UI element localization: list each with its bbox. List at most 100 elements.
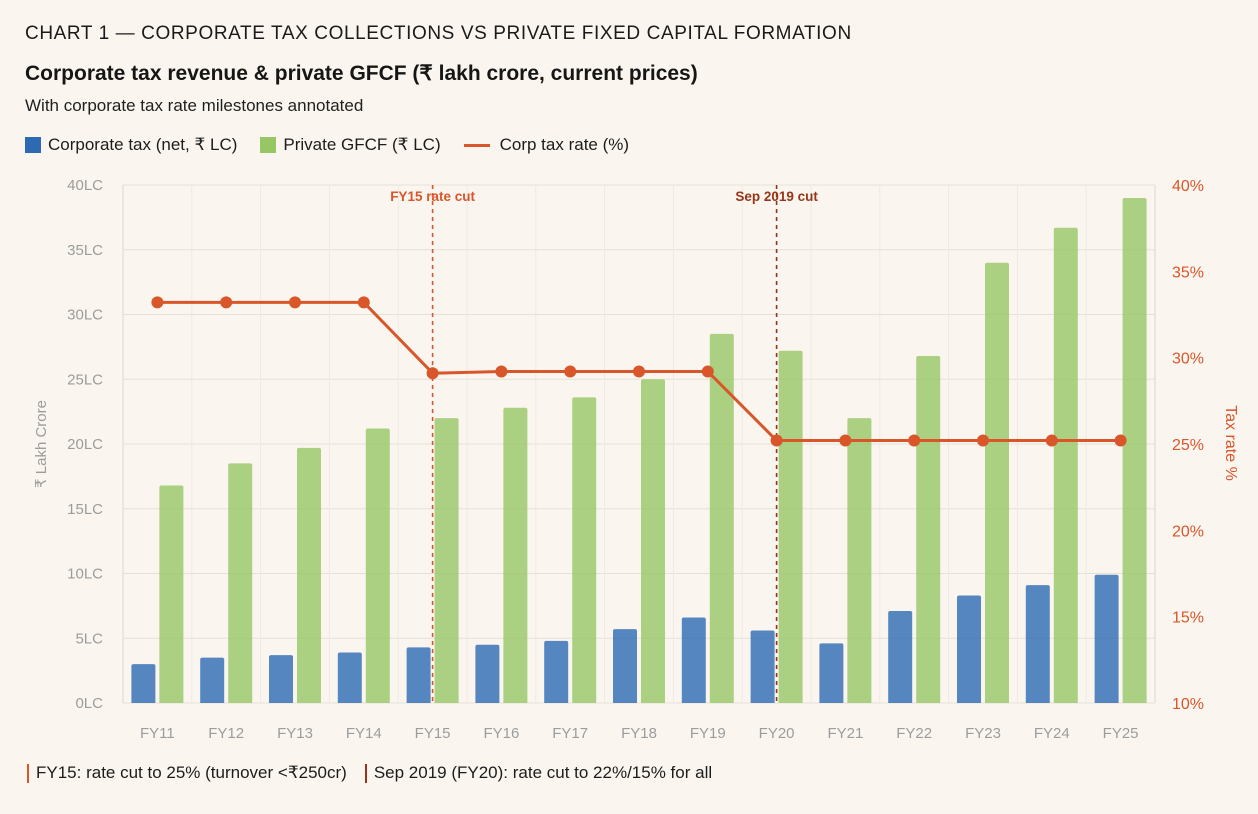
bar-corporate-tax: [957, 595, 981, 703]
bar-corporate-tax: [337, 652, 362, 703]
bar-private-gfcf: [985, 262, 1009, 703]
bar-private-gfcf: [159, 485, 184, 703]
legend-item-corporate-tax[interactable]: Corporate tax (net, ₹ LC): [25, 135, 237, 155]
legend-label: Private GFCF (₹ LC): [283, 135, 441, 154]
x-tick-label: FY25: [1103, 725, 1139, 742]
bar-corporate-tax: [681, 617, 706, 703]
legend-swatch-square-icon: [25, 137, 41, 153]
bar-private-gfcf: [847, 418, 872, 703]
tax-rate-point: [495, 365, 508, 378]
bar-private-gfcf: [297, 447, 321, 703]
y2-tick-label: 25%: [1172, 437, 1204, 454]
x-tick-label: FY17: [552, 725, 588, 742]
footnote-sep-2019: Sep 2019 (FY20): rate cut to 22%/15% for…: [363, 763, 712, 783]
x-tick-label: FY21: [827, 725, 863, 742]
tax-rate-point: [1114, 434, 1127, 447]
bar-corporate-tax: [131, 664, 156, 703]
bar-private-gfcf: [365, 428, 390, 703]
annotation-label: FY15 rate cut: [390, 189, 475, 204]
x-tick-label: FY22: [896, 725, 932, 742]
bar-corporate-tax: [1025, 585, 1050, 703]
y2-tick-label: 10%: [1172, 696, 1204, 713]
legend-swatch-square-icon: [260, 137, 277, 153]
tax-rate-point: [357, 296, 370, 309]
x-tick-label: FY13: [277, 725, 313, 742]
bar-private-gfcf: [916, 355, 941, 703]
legend-label: Corp tax rate (%): [499, 135, 630, 154]
bar-private-gfcf: [641, 379, 665, 703]
bar-corporate-tax: [750, 630, 775, 703]
tax-rate-point: [770, 434, 783, 447]
x-tick-label: FY19: [690, 725, 726, 742]
tax-rate-point: [220, 296, 233, 309]
y-tick-label: 40LC: [67, 177, 103, 194]
y2-tick-label: 40%: [1172, 178, 1204, 195]
bar-corporate-tax: [1094, 574, 1119, 703]
legend-label: Corporate tax (net, ₹ LC): [48, 135, 238, 154]
bar-private-gfcf: [228, 463, 253, 703]
legend-swatch-line-icon: [463, 143, 490, 147]
y2-tick-label: 15%: [1172, 610, 1204, 627]
x-tick-label: FY16: [483, 725, 519, 742]
tax-rate-point: [426, 367, 439, 380]
note-marker: [364, 763, 367, 783]
y-tick-label: 30LC: [67, 307, 103, 324]
bar-corporate-tax: [475, 644, 500, 703]
x-tick-label: FY11: [140, 725, 175, 742]
tax-rate-point: [977, 434, 989, 447]
y2-tick-label: 30%: [1172, 351, 1204, 368]
legend: Corporate tax (net, ₹ LC) Private GFCF (…: [25, 134, 652, 156]
tax-rate-point: [633, 365, 645, 378]
legend-item-corp-tax-rate[interactable]: Corp tax rate (%): [463, 135, 630, 155]
tax-rate-point: [151, 296, 164, 309]
bar-private-gfcf: [1122, 197, 1147, 703]
x-tick-label: FY24: [1034, 725, 1070, 742]
bar-corporate-tax: [819, 643, 844, 703]
tax-rate-point: [908, 434, 921, 447]
y-tick-label: 20LC: [67, 436, 103, 453]
bar-private-gfcf: [778, 350, 803, 703]
x-tick-label: FY20: [759, 725, 795, 742]
bar-private-gfcf: [503, 407, 528, 703]
y-tick-label: 35LC: [67, 242, 103, 259]
tax-rate-point: [701, 365, 714, 378]
annotation-label: Sep 2019 cut: [735, 189, 818, 204]
y-tick-label: 10LC: [67, 566, 103, 583]
footnote-text: FY15: rate cut to 25% (turnover <₹250cr): [36, 763, 347, 782]
y2-tick-label: 20%: [1172, 523, 1204, 540]
y-tick-label: 15LC: [67, 501, 103, 518]
footnotes: FY15: rate cut to 25% (turnover <₹250cr)…: [25, 762, 728, 784]
bar-private-gfcf: [434, 418, 459, 703]
y-tick-label: 0LC: [75, 695, 103, 712]
x-tick-label: FY15: [415, 725, 451, 742]
footnote-fy15: FY15: rate cut to 25% (turnover <₹250cr): [25, 763, 347, 783]
tax-rate-point: [1045, 434, 1058, 447]
y-tick-label: 5LC: [75, 630, 103, 647]
bar-corporate-tax: [269, 655, 293, 703]
x-tick-label: FY12: [208, 725, 244, 742]
y2-axis-title: Tax rate %: [1222, 405, 1239, 481]
chart-eyebrow: CHART 1 — CORPORATE TAX COLLECTIONS VS P…: [25, 23, 852, 44]
x-tick-label: FY23: [965, 725, 1001, 742]
x-tick-label: FY18: [621, 725, 657, 742]
tax-rate-point: [839, 434, 852, 447]
y-tick-label: 25LC: [67, 371, 103, 388]
bar-private-gfcf: [1053, 227, 1078, 704]
bar-corporate-tax: [406, 647, 431, 703]
bar-corporate-tax: [544, 640, 569, 703]
x-tick-label: FY14: [346, 725, 382, 742]
tax-rate-point: [564, 365, 577, 378]
legend-item-private-gfcf[interactable]: Private GFCF (₹ LC): [260, 135, 441, 155]
y2-tick-label: 35%: [1172, 264, 1204, 281]
chart-title: Corporate tax revenue & private GFCF (₹ …: [25, 62, 698, 85]
footnote-text: Sep 2019 (FY20): rate cut to 22%/15% for…: [373, 763, 713, 782]
bar-corporate-tax: [200, 657, 225, 703]
bar-corporate-tax: [613, 629, 637, 703]
bar-private-gfcf: [709, 333, 734, 703]
bar-private-gfcf: [572, 397, 597, 703]
chart-subtitle: With corporate tax rate milestones annot…: [25, 96, 364, 115]
note-marker: [27, 763, 29, 783]
bar-corporate-tax: [888, 611, 913, 703]
y-axis-title: ₹ Lakh Crore: [33, 400, 50, 488]
